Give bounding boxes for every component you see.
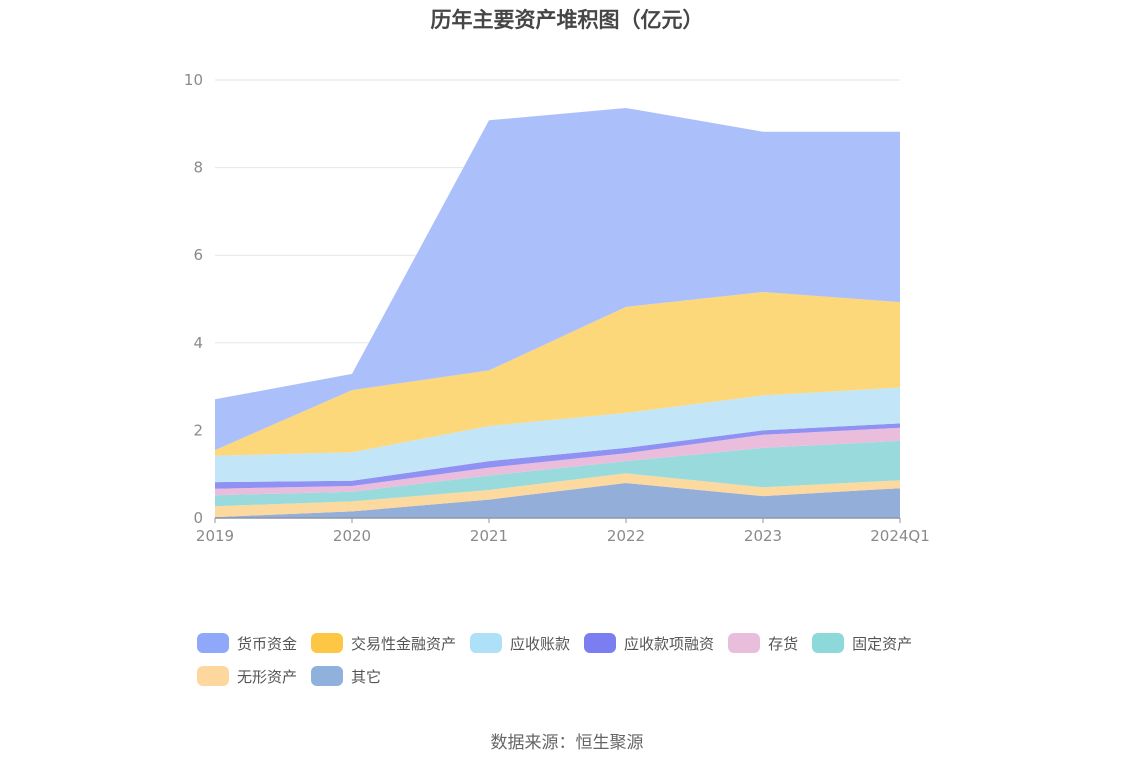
area-series-2 [215, 440, 900, 507]
area-series-4 [215, 423, 900, 489]
area-series-3 [215, 427, 900, 496]
legend-swatch [311, 666, 344, 686]
chart-title: 历年主要资产堆积图（亿元） [430, 8, 704, 32]
area-series-6 [215, 292, 900, 456]
x-tick-label: 2024Q1 [870, 527, 930, 545]
x-tick-label: 2019 [196, 527, 234, 545]
legend-label: 其它 [351, 667, 382, 686]
x-tick-label: 2023 [744, 527, 782, 545]
legend-label: 无形资产 [237, 667, 298, 686]
legend-item[interactable]: 存货 [728, 630, 798, 656]
legend-label: 应收账款 [510, 634, 571, 653]
y-tick-label: 2 [193, 421, 203, 439]
y-tick-label: 0 [193, 509, 203, 527]
legend: 货币资金 交易性金融资产 应收账款 应收款项融资 存货 固定资产无形资产 其它 [197, 630, 957, 696]
legend-swatch [470, 633, 503, 653]
legend-swatch [197, 666, 229, 686]
y-tick-label: 4 [193, 334, 203, 352]
legend-label: 交易性金融资产 [351, 634, 457, 653]
legend-item[interactable]: 无形资产 [197, 663, 297, 689]
data-source-note: 数据来源：恒生聚源 [490, 733, 644, 753]
area-series-0 [215, 483, 900, 518]
y-tick-label: 6 [193, 246, 203, 264]
legend-swatch [812, 633, 845, 653]
legend-label: 货币资金 [237, 634, 298, 653]
area-series-5 [215, 387, 900, 483]
area-series [215, 108, 900, 518]
legend-label: 固定资产 [852, 634, 913, 653]
x-tick-label: 2020 [333, 527, 371, 545]
legend-swatch [311, 633, 344, 653]
y-tick-label: 8 [193, 159, 203, 177]
axes: 0 2 4 6 8 10 2019 2020 2021 2022 2023 2024Q1 [184, 71, 930, 545]
legend-item[interactable]: 交易性金融资产 [311, 630, 456, 656]
legend-label: 存货 [768, 634, 799, 653]
legend-swatch [197, 633, 229, 653]
x-tick-label: 2021 [470, 527, 508, 545]
legend-swatch [584, 633, 617, 653]
legend-item[interactable]: 货币资金 [197, 630, 297, 656]
x-tick-label: 2022 [607, 527, 645, 545]
legend-swatch [728, 633, 761, 653]
area-series-7 [215, 108, 900, 451]
y-tick-label: 10 [184, 71, 203, 89]
area-series-1 [215, 473, 900, 518]
legend-item[interactable]: 固定资产 [812, 630, 912, 656]
legend-item[interactable]: 其它 [311, 663, 381, 689]
legend-item[interactable]: 应收账款 [470, 630, 570, 656]
legend-item[interactable]: 应收款项融资 [584, 630, 714, 656]
legend-label: 应收款项融资 [624, 634, 715, 653]
